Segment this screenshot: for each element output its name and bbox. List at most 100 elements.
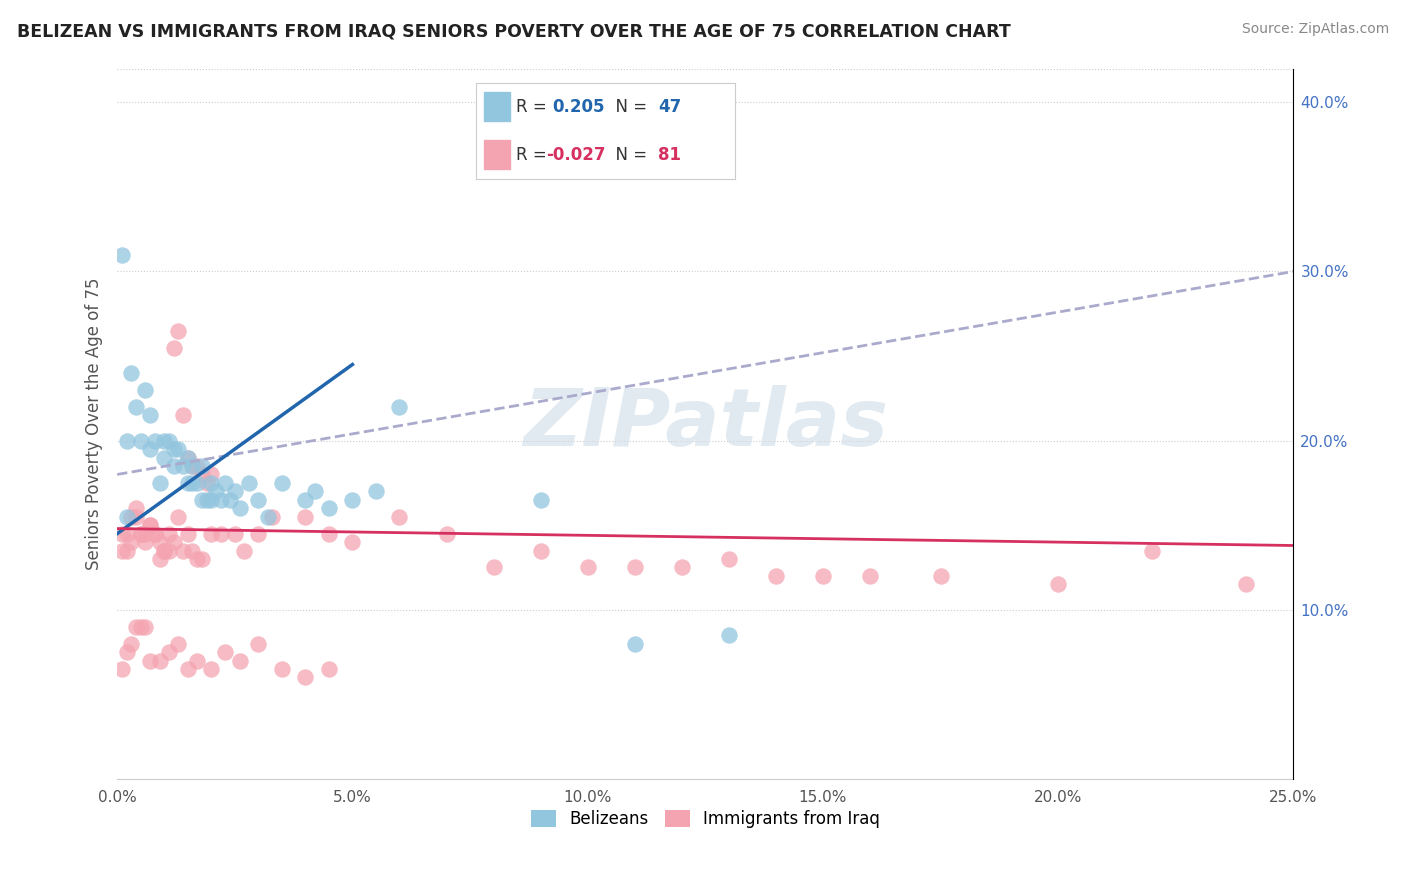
Point [157, 645, 180, 659]
Point [228, 501, 250, 516]
Point [143, 526, 166, 541]
Point [143, 526, 166, 541]
Point [219, 492, 242, 507]
Point [177, 450, 200, 465]
Point [186, 458, 208, 473]
Point [129, 526, 152, 541]
Point [388, 509, 411, 524]
Text: BELIZEAN VS IMMIGRANTS FROM IRAQ SENIORS POVERTY OVER THE AGE OF 75 CORRELATION : BELIZEAN VS IMMIGRANTS FROM IRAQ SENIORS… [17, 22, 1011, 40]
Point [172, 458, 194, 473]
Point [139, 442, 162, 456]
Point [153, 543, 176, 558]
Point [177, 475, 200, 490]
Point [247, 526, 270, 541]
Point [364, 484, 387, 499]
Point [153, 434, 176, 448]
Point [256, 509, 278, 524]
Point [139, 409, 162, 423]
Point [247, 492, 270, 507]
Point [120, 366, 142, 380]
Point [111, 543, 134, 558]
Point [195, 475, 218, 490]
Point [200, 467, 222, 482]
Point [148, 552, 170, 566]
Point [163, 442, 186, 456]
Point [205, 484, 228, 499]
Point [181, 543, 204, 558]
Point [388, 400, 411, 414]
Point [111, 662, 134, 676]
Point [148, 475, 170, 490]
Point [200, 475, 222, 490]
Point [172, 409, 194, 423]
Point [120, 535, 142, 549]
Point [811, 569, 834, 583]
Point [148, 653, 170, 667]
Point [134, 620, 156, 634]
Point [177, 450, 200, 465]
Point [181, 458, 204, 473]
Point [129, 434, 152, 448]
Point [233, 543, 256, 558]
Point [139, 653, 162, 667]
Point [157, 526, 180, 541]
Point [623, 637, 645, 651]
Point [214, 475, 236, 490]
Point [115, 543, 138, 558]
Point [671, 560, 693, 574]
Point [186, 552, 208, 566]
Point [765, 569, 787, 583]
Point [294, 509, 316, 524]
Legend: Belizeans, Immigrants from Iraq: Belizeans, Immigrants from Iraq [524, 803, 887, 835]
Point [200, 526, 222, 541]
Point [342, 492, 364, 507]
Point [157, 434, 180, 448]
Point [530, 492, 553, 507]
Point [238, 475, 260, 490]
Point [134, 535, 156, 549]
Point [200, 492, 222, 507]
Point [120, 509, 142, 524]
Point [1047, 577, 1070, 591]
Point [181, 458, 204, 473]
Point [186, 475, 208, 490]
Point [111, 526, 134, 541]
Point [153, 450, 176, 465]
Y-axis label: Seniors Poverty Over the Age of 75: Seniors Poverty Over the Age of 75 [86, 277, 103, 570]
Point [111, 247, 134, 261]
Point [148, 535, 170, 549]
Point [177, 662, 200, 676]
Point [294, 492, 316, 507]
Point [163, 535, 186, 549]
Point [224, 484, 246, 499]
Point [134, 526, 156, 541]
Point [482, 560, 505, 574]
Point [129, 526, 152, 541]
Point [143, 434, 166, 448]
Point [191, 467, 214, 482]
Point [1234, 577, 1257, 591]
Point [191, 458, 214, 473]
Point [1142, 543, 1164, 558]
Point [304, 484, 326, 499]
Point [172, 543, 194, 558]
Point [125, 509, 148, 524]
Point [163, 458, 186, 473]
Point [342, 535, 364, 549]
Point [181, 475, 204, 490]
Point [125, 501, 148, 516]
Point [318, 501, 340, 516]
Point [318, 662, 340, 676]
Point [177, 526, 200, 541]
Point [120, 637, 142, 651]
Point [163, 341, 186, 355]
Text: ZIPatlas: ZIPatlas [523, 384, 887, 463]
Point [115, 526, 138, 541]
Point [859, 569, 882, 583]
Point [139, 518, 162, 533]
Point [129, 620, 152, 634]
Point [115, 509, 138, 524]
Point [167, 442, 190, 456]
Point [186, 653, 208, 667]
Point [125, 620, 148, 634]
